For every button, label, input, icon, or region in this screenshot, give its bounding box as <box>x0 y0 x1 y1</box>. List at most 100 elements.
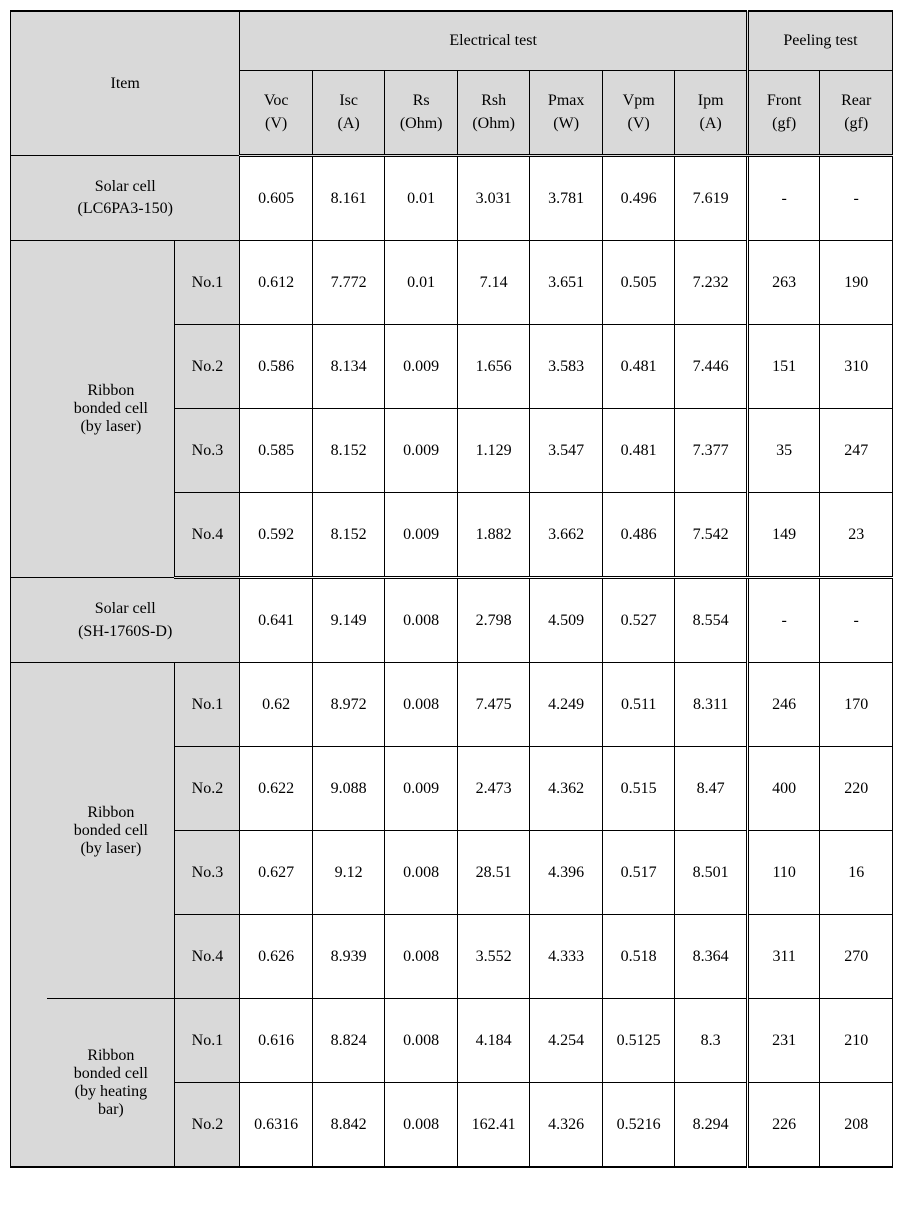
cell: 0.496 <box>602 156 675 241</box>
cell: 8.152 <box>312 493 385 578</box>
cell: 7.619 <box>675 156 748 241</box>
cell: 0.517 <box>602 831 675 915</box>
cell: 3.547 <box>530 409 603 493</box>
cell: 311 <box>747 915 820 999</box>
cell: 4.326 <box>530 1083 603 1168</box>
cell: 0.592 <box>240 493 313 578</box>
hdr-rsh: Rsh(Ohm) <box>457 71 530 156</box>
hdr-voc: Voc(V) <box>240 71 313 156</box>
cell: 8.294 <box>675 1083 748 1168</box>
cell: 28.51 <box>457 831 530 915</box>
row-no: No.3 <box>175 831 240 915</box>
cell: 3.031 <box>457 156 530 241</box>
cell: 220 <box>820 747 893 831</box>
cell: 0.008 <box>385 1083 458 1168</box>
cell: 8.554 <box>675 578 748 663</box>
cell: 4.509 <box>530 578 603 663</box>
cell: 1.656 <box>457 325 530 409</box>
cell: 400 <box>747 747 820 831</box>
table-row: Ribbon bonded cell (by heating bar) No.1… <box>11 999 893 1083</box>
cell: 4.362 <box>530 747 603 831</box>
cell: 8.134 <box>312 325 385 409</box>
cell: 0.511 <box>602 663 675 747</box>
cell: 7.232 <box>675 241 748 325</box>
indent <box>11 241 48 578</box>
cell: 0.641 <box>240 578 313 663</box>
cell: 0.616 <box>240 999 313 1083</box>
cell: 263 <box>747 241 820 325</box>
cell: 23 <box>820 493 893 578</box>
cell: 4.333 <box>530 915 603 999</box>
cell: 7.772 <box>312 241 385 325</box>
cell: 7.542 <box>675 493 748 578</box>
cell: 110 <box>747 831 820 915</box>
cell: 151 <box>747 325 820 409</box>
hdr-rs: Rs(Ohm) <box>385 71 458 156</box>
cell: 247 <box>820 409 893 493</box>
row-no: No.3 <box>175 409 240 493</box>
cell: 8.824 <box>312 999 385 1083</box>
cell: 0.008 <box>385 578 458 663</box>
row-solar1: Solar cell (LC6PA3-150) <box>11 156 240 241</box>
cell: 8.501 <box>675 831 748 915</box>
cell: 3.583 <box>530 325 603 409</box>
cell: 310 <box>820 325 893 409</box>
hdr-electrical: Electrical test <box>240 11 748 71</box>
cell: 0.515 <box>602 747 675 831</box>
cell: 4.184 <box>457 999 530 1083</box>
cell: 3.781 <box>530 156 603 241</box>
row-ribbon-heating: Ribbon bonded cell (by heating bar) <box>47 999 175 1168</box>
cell: 7.475 <box>457 663 530 747</box>
cell: 9.088 <box>312 747 385 831</box>
cell: 0.518 <box>602 915 675 999</box>
cell: 0.009 <box>385 493 458 578</box>
row-no: No.4 <box>175 915 240 999</box>
cell: 0.622 <box>240 747 313 831</box>
cell: 8.3 <box>675 999 748 1083</box>
cell: - <box>747 578 820 663</box>
cell: 0.008 <box>385 831 458 915</box>
cell: 9.12 <box>312 831 385 915</box>
hdr-isc: Isc(A) <box>312 71 385 156</box>
hdr-vpm: Vpm(V) <box>602 71 675 156</box>
cell: 8.842 <box>312 1083 385 1168</box>
cell: 8.152 <box>312 409 385 493</box>
row-no: No.1 <box>175 663 240 747</box>
cell: 4.254 <box>530 999 603 1083</box>
cell: 0.009 <box>385 747 458 831</box>
cell: 3.651 <box>530 241 603 325</box>
cell: 0.612 <box>240 241 313 325</box>
cell: 3.662 <box>530 493 603 578</box>
row-no: No.2 <box>175 747 240 831</box>
cell: 8.364 <box>675 915 748 999</box>
cell: 16 <box>820 831 893 915</box>
cell: 0.626 <box>240 915 313 999</box>
results-table: Item Electrical test Peeling test Voc(V)… <box>10 10 893 1168</box>
cell: 0.527 <box>602 578 675 663</box>
cell: 0.008 <box>385 915 458 999</box>
cell: 246 <box>747 663 820 747</box>
cell: 210 <box>820 999 893 1083</box>
table-row: Ribbon bonded cell (by laser) No.1 0.62 … <box>11 663 893 747</box>
cell: 8.972 <box>312 663 385 747</box>
cell: 0.5216 <box>602 1083 675 1168</box>
cell: 0.01 <box>385 241 458 325</box>
hdr-ipm: Ipm(A) <box>675 71 748 156</box>
cell: 0.481 <box>602 325 675 409</box>
cell: 7.14 <box>457 241 530 325</box>
row-no: No.1 <box>175 999 240 1083</box>
cell: 1.882 <box>457 493 530 578</box>
cell: 35 <box>747 409 820 493</box>
indent <box>11 663 48 1168</box>
cell: 0.586 <box>240 325 313 409</box>
cell: 0.5125 <box>602 999 675 1083</box>
row-ribbon-laser-2: Ribbon bonded cell (by laser) <box>47 663 175 999</box>
cell: 0.481 <box>602 409 675 493</box>
cell: 170 <box>820 663 893 747</box>
cell: 0.486 <box>602 493 675 578</box>
cell: 270 <box>820 915 893 999</box>
cell: 226 <box>747 1083 820 1168</box>
table-row: Solar cell (LC6PA3-150) 0.605 8.161 0.01… <box>11 156 893 241</box>
cell: 7.377 <box>675 409 748 493</box>
cell: 162.41 <box>457 1083 530 1168</box>
